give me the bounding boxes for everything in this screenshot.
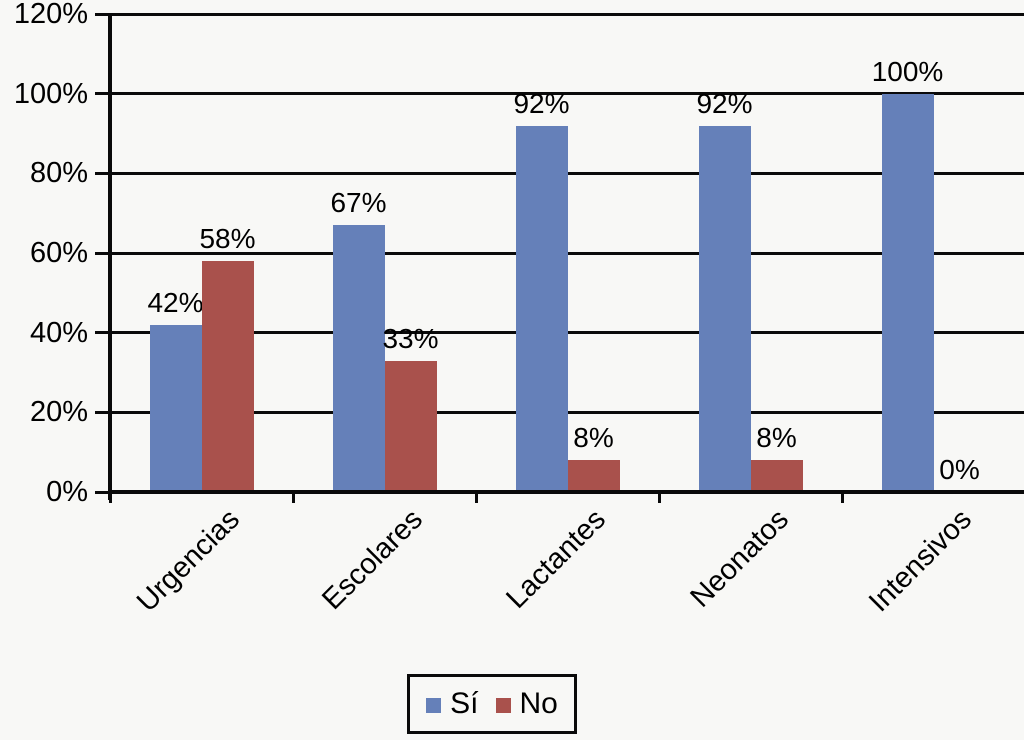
y-axis-tick xyxy=(95,331,110,335)
y-axis-tick-label: 120% xyxy=(13,0,88,30)
data-label-no-lactantes: 8% xyxy=(573,422,614,454)
data-label-no-intensivos: 0% xyxy=(939,454,980,485)
y-axis-tick-label: 20% xyxy=(29,396,88,429)
legend-swatch-si-icon xyxy=(426,698,442,713)
x-axis-tick xyxy=(108,492,112,503)
legend-label-no: No xyxy=(519,687,558,720)
x-axis-tick xyxy=(291,492,295,503)
x-axis-category-label-intensivos: Intensivos xyxy=(862,503,978,619)
data-label-si-lactantes: 92% xyxy=(513,87,570,119)
y-axis-tick xyxy=(95,251,110,255)
data-label-si-intensivos: 100% xyxy=(871,55,944,87)
y-axis-tick xyxy=(95,410,110,414)
x-axis-tick xyxy=(840,492,844,503)
y-axis-tick xyxy=(95,490,110,494)
y-axis-tick-label: 80% xyxy=(29,157,88,190)
x-axis-category-label-escolares: Escolares xyxy=(315,503,429,616)
legend-label-si: Sí xyxy=(450,687,479,720)
y-axis-tick-label: 0% xyxy=(46,476,88,508)
bar-no-lactantes xyxy=(567,460,620,492)
data-label-si-neonatos: 92% xyxy=(696,87,753,119)
bar-no-neonatos xyxy=(750,460,803,492)
y-axis-tick-label: 40% xyxy=(29,316,88,349)
bar-no-urgencias xyxy=(201,260,254,492)
data-label-si-escolares: 67% xyxy=(330,187,387,219)
y-axis-tick-label: 100% xyxy=(13,77,88,110)
bar-si-lactantes xyxy=(515,125,568,492)
legend: Sí No xyxy=(407,674,577,734)
y-axis-tick xyxy=(95,92,110,96)
data-label-no-neonatos: 8% xyxy=(756,422,797,454)
x-axis-tick xyxy=(474,492,478,503)
bar-si-neonatos xyxy=(698,125,751,492)
x-axis xyxy=(108,490,1024,494)
data-label-si-urgencias: 42% xyxy=(147,286,204,318)
gridline xyxy=(110,12,1024,16)
bar-si-intensivos xyxy=(881,93,934,492)
x-axis-category-label-neonatos: Neonatos xyxy=(684,503,795,614)
y-axis xyxy=(108,14,112,500)
data-label-no-escolares: 33% xyxy=(382,322,439,354)
bar-si-urgencias xyxy=(149,324,202,492)
x-axis-category-label-urgencias: Urgencias xyxy=(130,503,246,619)
y-axis-tick xyxy=(95,171,110,175)
bar-no-escolares xyxy=(384,360,437,492)
bar-si-escolares xyxy=(332,225,385,492)
gridline xyxy=(110,92,1024,96)
legend-swatch-no-icon xyxy=(495,698,511,713)
x-axis-tick xyxy=(657,492,661,503)
y-axis-tick xyxy=(95,12,110,16)
data-label-no-urgencias: 58% xyxy=(199,222,256,254)
y-axis-tick-label: 60% xyxy=(29,237,88,269)
